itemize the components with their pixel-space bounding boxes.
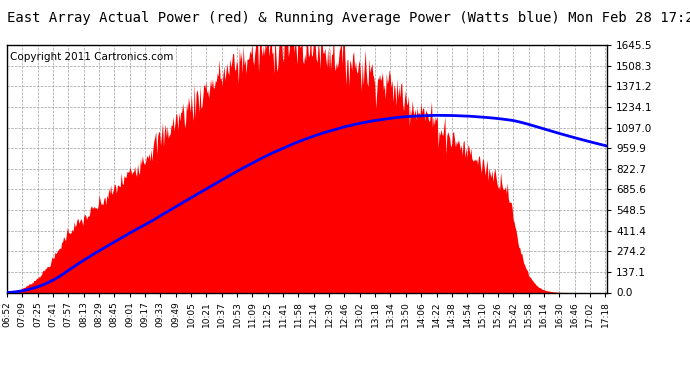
Text: East Array Actual Power (red) & Running Average Power (Watts blue) Mon Feb 28 17: East Array Actual Power (red) & Running …: [7, 11, 690, 25]
Text: Copyright 2011 Cartronics.com: Copyright 2011 Cartronics.com: [10, 53, 173, 62]
